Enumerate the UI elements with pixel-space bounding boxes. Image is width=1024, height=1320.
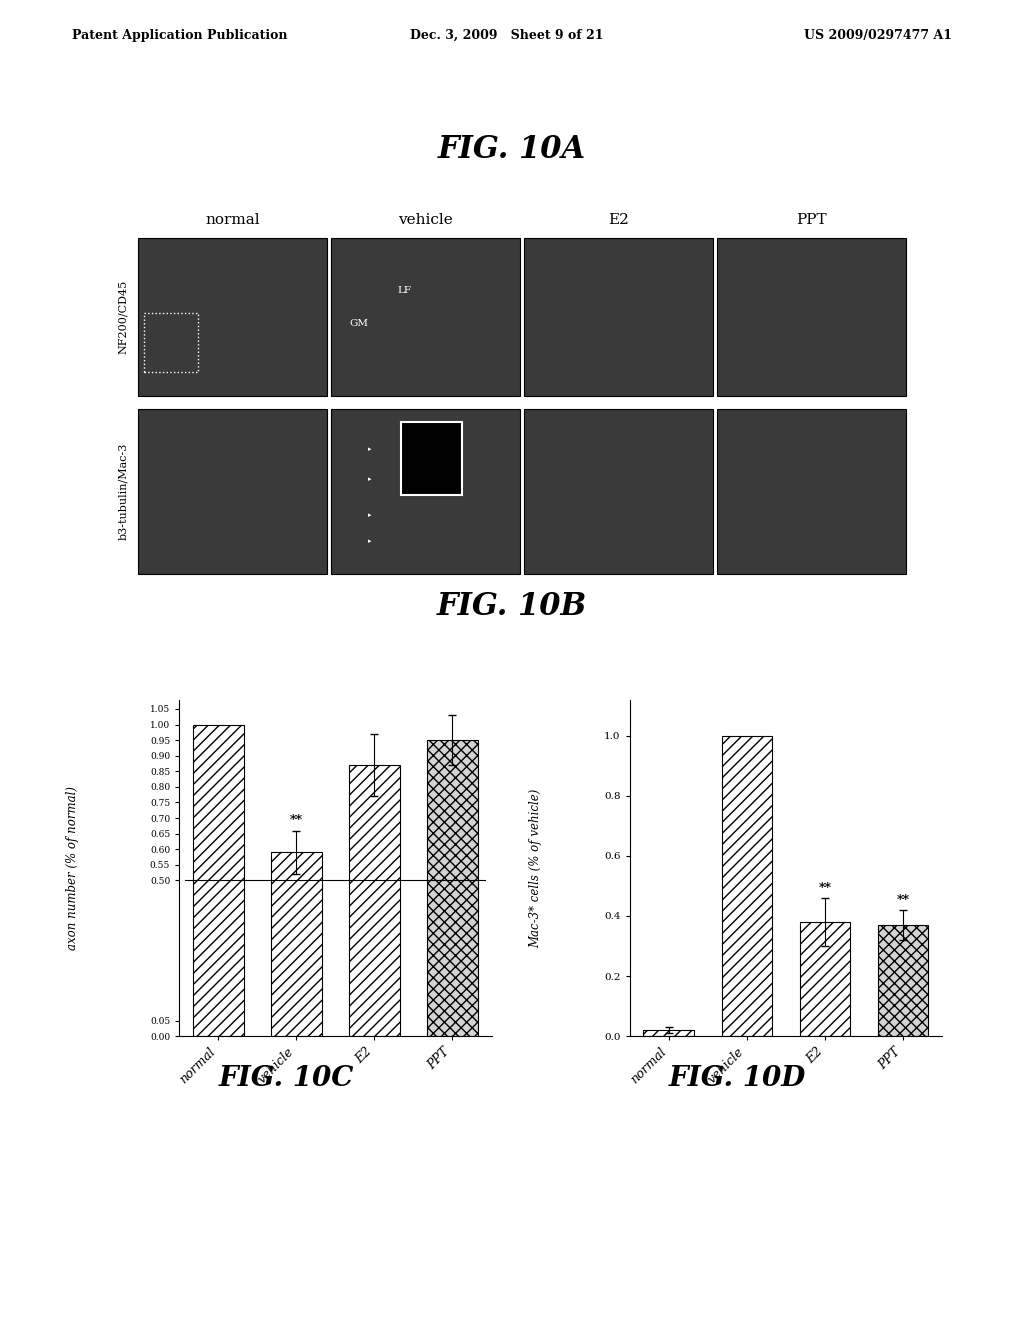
- Bar: [643, 1030, 694, 1036]
- Text: **: **: [897, 894, 909, 907]
- Bar: [271, 853, 322, 1036]
- Text: LF: LF: [397, 286, 412, 294]
- Bar: [193, 725, 244, 1036]
- Text: Dec. 3, 2009   Sheet 9 of 21: Dec. 3, 2009 Sheet 9 of 21: [410, 29, 603, 42]
- Text: ▸: ▸: [369, 446, 372, 451]
- Text: **: **: [290, 814, 303, 828]
- Text: FIG. 10C: FIG. 10C: [219, 1065, 354, 1092]
- Text: normal: normal: [206, 213, 260, 227]
- Text: **: **: [818, 882, 831, 895]
- Y-axis label: Mac-3* cells (% of vehicle): Mac-3* cells (% of vehicle): [529, 788, 543, 948]
- Text: FIG. 10D: FIG. 10D: [669, 1065, 806, 1092]
- Bar: [427, 741, 478, 1036]
- Text: FIG. 10A: FIG. 10A: [438, 135, 586, 165]
- Text: b3-tubulin/Mac-3: b3-tubulin/Mac-3: [118, 444, 128, 540]
- Text: ▸: ▸: [369, 539, 372, 544]
- Text: ▸: ▸: [369, 512, 372, 517]
- Text: vehicle: vehicle: [398, 213, 453, 227]
- Text: E2: E2: [608, 213, 629, 227]
- Bar: [722, 735, 772, 1036]
- Text: NF200/CD45: NF200/CD45: [118, 280, 128, 354]
- Text: US 2009/0297477 A1: US 2009/0297477 A1: [804, 29, 952, 42]
- Text: Patent Application Publication: Patent Application Publication: [72, 29, 287, 42]
- Bar: [349, 766, 399, 1036]
- Text: ▸: ▸: [369, 477, 372, 482]
- Text: GM: GM: [350, 319, 369, 327]
- Text: FIG. 10B: FIG. 10B: [437, 591, 587, 622]
- Text: PPT: PPT: [797, 213, 827, 227]
- Bar: [800, 921, 850, 1036]
- Y-axis label: axon number (% of normal): axon number (% of normal): [67, 785, 79, 950]
- Bar: [878, 925, 929, 1036]
